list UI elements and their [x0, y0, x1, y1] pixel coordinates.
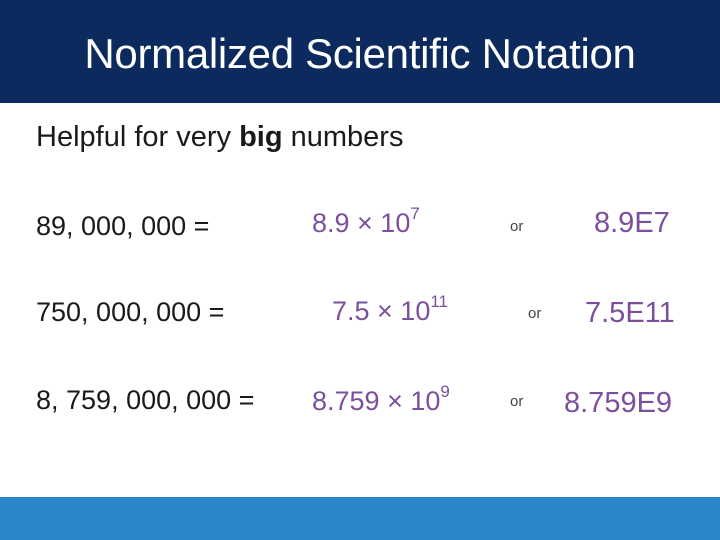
subtitle-suffix: numbers: [282, 121, 404, 153]
or-label-1: or: [510, 218, 524, 235]
scientific-notation-2: 7.5 × 1011: [332, 292, 448, 327]
exponent-1: 7: [410, 204, 420, 223]
exponent-2: 11: [430, 292, 448, 311]
scientific-notation-1: 8.9 × 107: [312, 204, 420, 239]
e-notation-3: 8.759E9: [564, 387, 673, 419]
or-label-3: or: [510, 393, 524, 410]
coefficient-1: 8.9 × 10: [312, 208, 411, 238]
scientific-notation-3: 8.759 × 109: [312, 382, 450, 417]
coefficient-3: 8.759 × 10: [312, 386, 441, 416]
footer-bar: [0, 497, 720, 540]
subtitle: Helpful for very big numbers: [36, 121, 403, 154]
or-label-2: or: [528, 305, 542, 322]
subtitle-bold-word: big: [239, 121, 283, 153]
e-notation-1: 8.9E7: [594, 207, 670, 239]
exponent-3: 9: [440, 382, 450, 401]
slide-title: Normalized Scientific Notation: [84, 30, 636, 77]
standard-number-3: 8, 759, 000, 000 =: [36, 385, 255, 415]
standard-number-1: 89, 000, 000 =: [36, 211, 210, 241]
standard-number-2-text: 750, 000, 000 =: [36, 297, 225, 327]
e-notation-2: 7.5E11: [585, 297, 675, 329]
title-bar: Normalized Scientific Notation: [0, 0, 720, 103]
standard-number-2: 750, 000, 000 =: [36, 297, 224, 328]
subtitle-prefix: Helpful for very: [36, 121, 240, 153]
coefficient-2: 7.5 × 10: [332, 296, 431, 326]
